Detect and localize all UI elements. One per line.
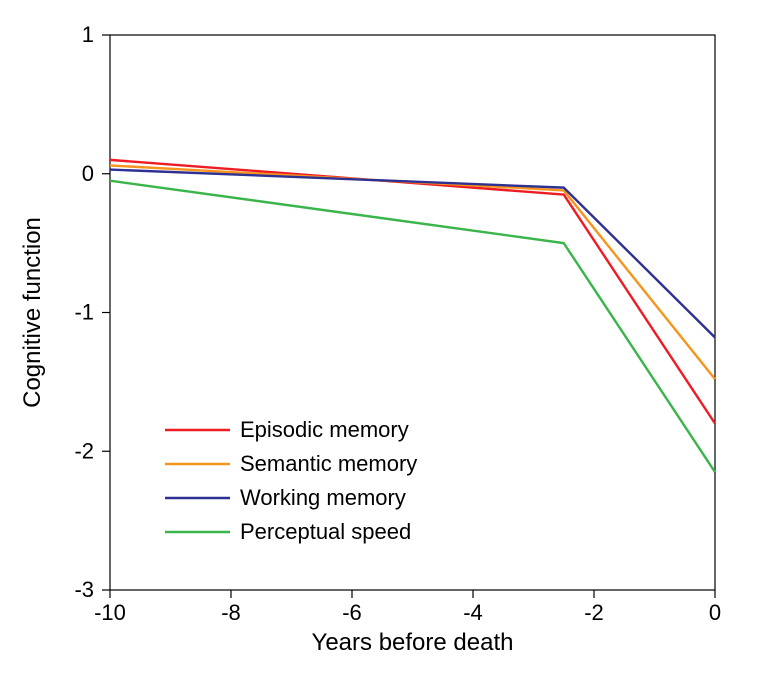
x-tick-label: -2: [584, 600, 604, 625]
y-tick-label: 1: [82, 22, 94, 47]
plot-frame: [110, 35, 715, 590]
legend-label-working-memory: Working memory: [240, 485, 406, 510]
y-axis-label: Cognitive function: [19, 217, 46, 408]
y-tick-label: 0: [82, 161, 94, 186]
cognitive-decline-chart: -10-8-6-4-20-3-2-101Years before deathCo…: [0, 0, 764, 675]
x-tick-label: 0: [709, 600, 721, 625]
y-tick-label: -1: [74, 300, 94, 325]
legend-label-perceptual-speed: Perceptual speed: [240, 519, 411, 544]
x-axis-label: Years before death: [312, 629, 514, 656]
y-tick-label: -3: [74, 577, 94, 602]
x-tick-label: -4: [463, 600, 483, 625]
legend-label-semantic-memory: Semantic memory: [240, 451, 417, 476]
y-tick-label: -2: [74, 438, 94, 463]
x-tick-label: -10: [94, 600, 126, 625]
legend-label-episodic-memory: Episodic memory: [240, 417, 409, 442]
chart-svg: -10-8-6-4-20-3-2-101Years before deathCo…: [0, 0, 764, 675]
series-episodic-memory: [110, 160, 715, 424]
x-tick-label: -8: [221, 600, 241, 625]
series-perceptual-speed: [110, 181, 715, 472]
series-semantic-memory: [110, 165, 715, 379]
x-tick-label: -6: [342, 600, 362, 625]
series-working-memory: [110, 170, 715, 338]
